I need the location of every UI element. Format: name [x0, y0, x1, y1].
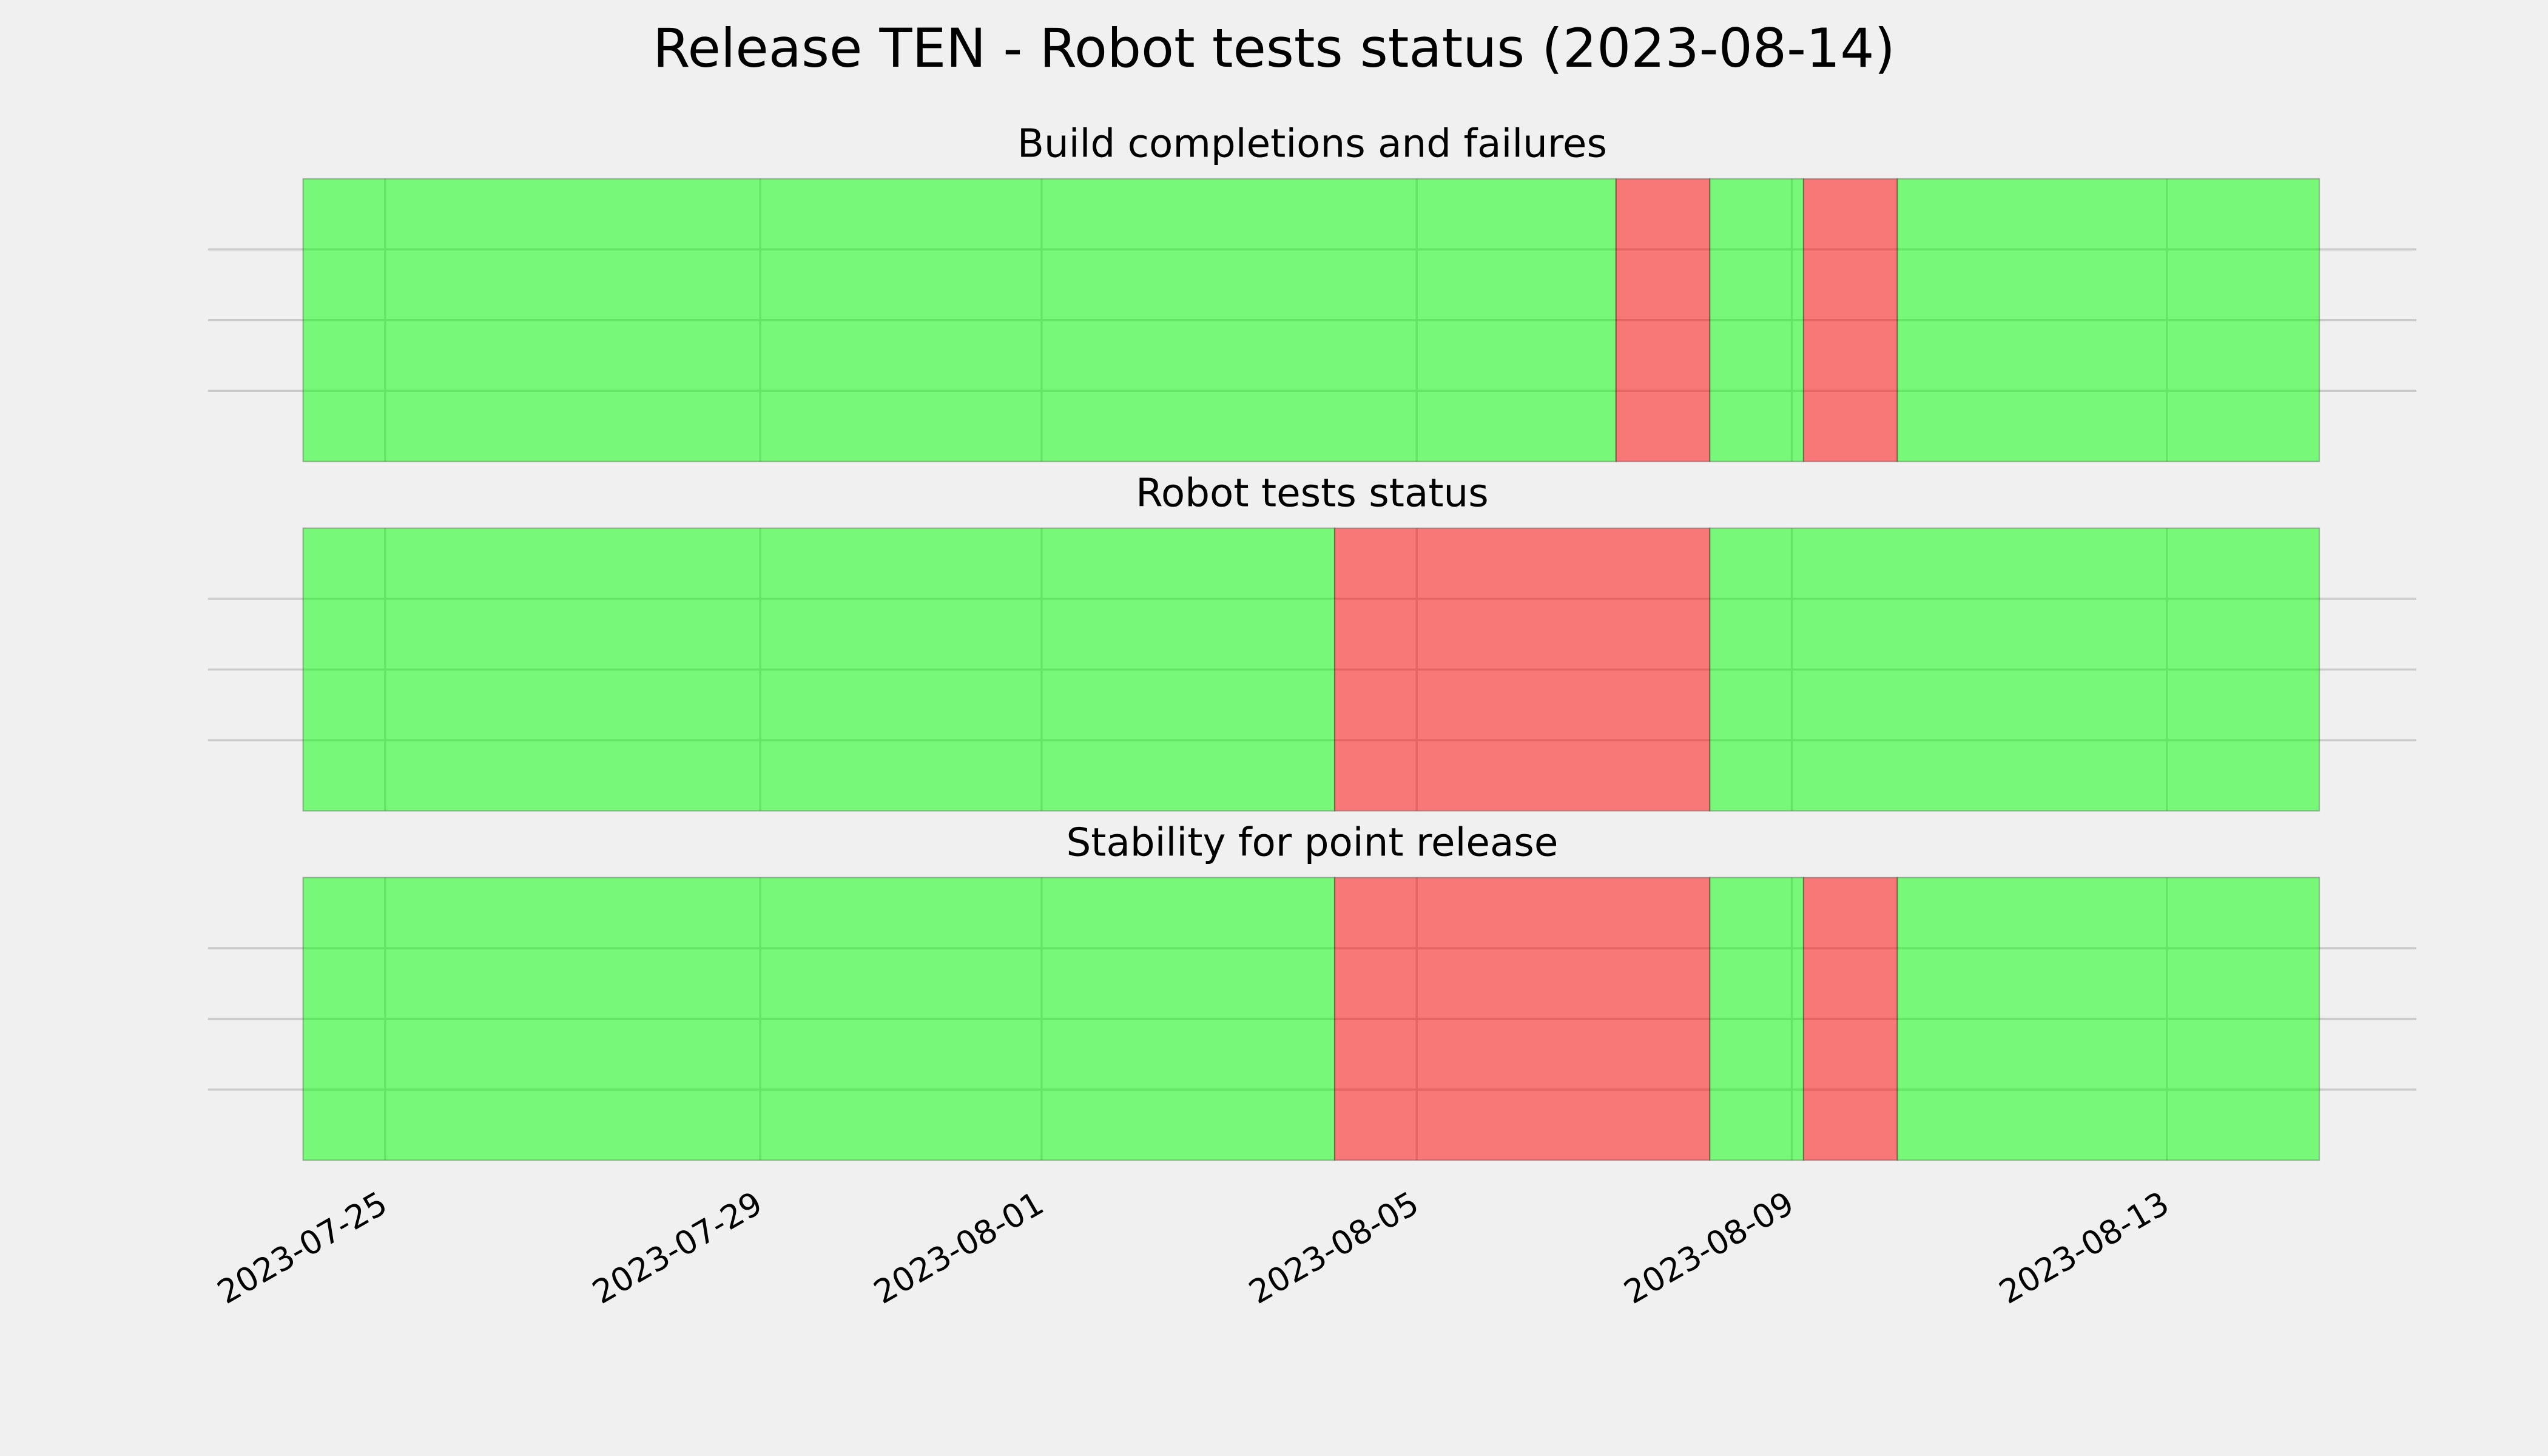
status-span: [1709, 877, 1804, 1161]
status-span: [1709, 178, 1804, 462]
status-span: [1709, 527, 2320, 812]
status-span: [1615, 178, 1711, 462]
status-span: [302, 527, 1336, 812]
panel-title: Build completions and failures: [1017, 121, 1607, 167]
status-span: [1802, 877, 1898, 1161]
status-span: [1802, 178, 1898, 462]
status-span: [1896, 877, 2320, 1161]
status-span: [302, 877, 1336, 1161]
panel-title: Stability for point release: [1067, 820, 1559, 865]
status-span: [1896, 178, 2320, 462]
status-span: [1333, 877, 1711, 1161]
figure-title: Release TEN - Robot tests status (2023-0…: [653, 17, 1895, 79]
status-span: [302, 178, 1617, 462]
status-span: [1333, 527, 1711, 812]
panel-title: Robot tests status: [1136, 471, 1489, 516]
